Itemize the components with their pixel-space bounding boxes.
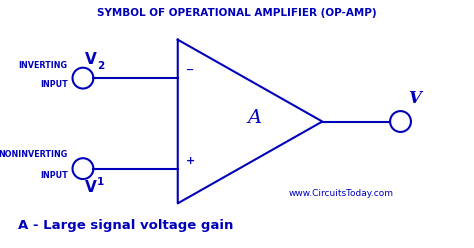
Text: SYMBOL OF OPERATIONAL AMPLIFIER (OP-AMP): SYMBOL OF OPERATIONAL AMPLIFIER (OP-AMP) <box>97 8 377 18</box>
Text: 1: 1 <box>97 177 104 187</box>
Text: A: A <box>248 109 262 126</box>
Text: +: + <box>186 156 195 166</box>
Text: V: V <box>409 90 421 107</box>
Text: INPUT: INPUT <box>40 80 67 89</box>
Text: INVERTING: INVERTING <box>18 61 67 70</box>
Text: www.CircuitsToday.com: www.CircuitsToday.com <box>289 189 394 198</box>
Text: INPUT: INPUT <box>40 171 67 180</box>
Text: V: V <box>85 180 97 195</box>
Text: 2: 2 <box>97 61 104 71</box>
Text: −: − <box>186 65 194 75</box>
Text: A - Large signal voltage gain: A - Large signal voltage gain <box>18 219 233 232</box>
Text: NONINVERTING: NONINVERTING <box>0 150 67 159</box>
Text: V: V <box>85 52 97 67</box>
